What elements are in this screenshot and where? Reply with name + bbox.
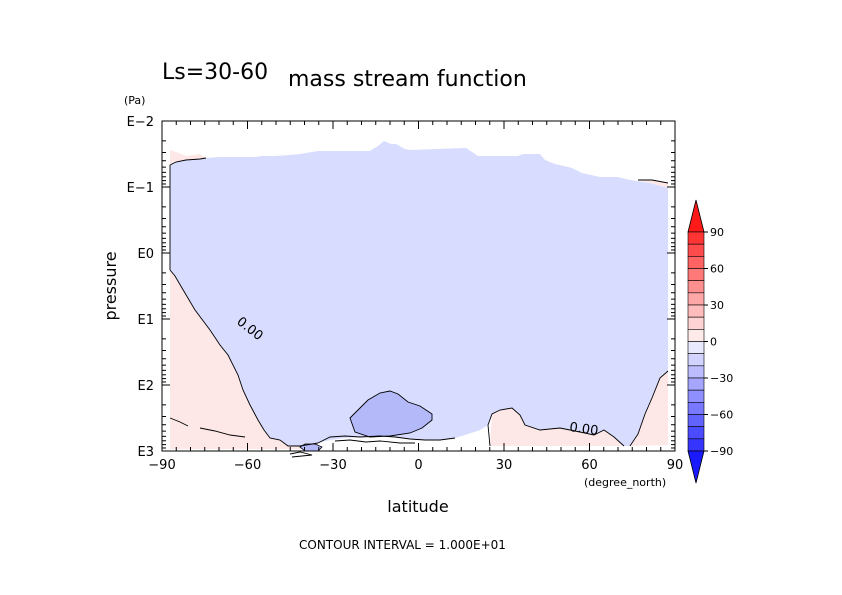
colorbar-bin <box>687 402 705 415</box>
colorbar-bin <box>687 256 705 269</box>
colorbar-bin <box>687 231 705 245</box>
colorbar-bin <box>687 389 705 403</box>
x-axis-title: latitude <box>387 497 448 516</box>
x-tick-label: −60 <box>234 458 261 473</box>
zero-contour-right <box>629 370 669 447</box>
zero-contour-midright <box>487 407 625 447</box>
colorbar <box>687 199 705 484</box>
colorbar-tick-labels: 90 60 30 0 −30 −60 −90 <box>704 226 733 458</box>
colorbar-bin <box>687 329 705 342</box>
colorbar-max-triangle <box>687 199 705 233</box>
plot-area: 0.00 0.00 <box>161 120 676 458</box>
colorbar-tick-label: −60 <box>710 409 733 422</box>
zero-contour-bottom-squiggles <box>169 417 456 458</box>
colorbar-bin <box>687 268 705 281</box>
contour-interval-note: CONTOUR INTERVAL = 1.000E+01 <box>299 538 506 552</box>
colorbar-bin <box>687 280 705 294</box>
x-unit: (degree_north) <box>584 476 666 489</box>
colorbar-bin <box>687 304 705 318</box>
positive-region-right <box>630 371 668 446</box>
x-tick-label: −90 <box>148 458 175 473</box>
colorbar-bin <box>687 377 705 391</box>
colorbar-bin <box>687 292 705 306</box>
positive-region-left <box>170 270 318 449</box>
negative-stream-region <box>170 141 668 446</box>
zero-contour-left <box>169 269 319 447</box>
y-axis-ticks <box>162 120 675 452</box>
colorbar-min-triangle <box>687 450 705 484</box>
x-axis-tick-labels: −90 −60 −30 0 30 60 90 <box>148 458 683 473</box>
colorbar-bin <box>687 243 705 257</box>
colorbar-tick-label: −90 <box>710 445 733 458</box>
x-axis-ticks <box>161 121 676 451</box>
colorbar-bin <box>687 353 705 367</box>
colorbar-tick-label: 0 <box>710 336 717 349</box>
y-unit: (Pa) <box>124 94 145 107</box>
contour-label-right: 0.00 <box>568 420 599 439</box>
colorbar-tick-label: 60 <box>710 263 724 276</box>
y-tick-label: E1 <box>138 313 155 328</box>
colorbar-bin <box>687 365 705 379</box>
y-axis-title: pressure <box>101 251 120 320</box>
x-tick-label: 60 <box>581 458 598 473</box>
y-tick-label: E0 <box>138 247 155 262</box>
x-tick-label: −30 <box>319 458 346 473</box>
colorbar-bin <box>687 341 705 354</box>
zero-contour-topright <box>638 179 669 184</box>
x-tick-label: 0 <box>414 458 422 473</box>
positive-region-midright <box>490 408 624 446</box>
x-tick-label: 90 <box>667 458 684 473</box>
colorbar-tick-label: −30 <box>710 372 733 385</box>
colorbar-bin <box>687 426 705 440</box>
y-tick-label: E−1 <box>127 181 154 196</box>
y-tick-label: E2 <box>138 379 155 394</box>
strong-negative-cell <box>349 390 433 438</box>
colorbar-bin <box>687 316 705 330</box>
y-axis-tick-labels: E−2 E−1 E0 E1 E2 E3 <box>127 115 154 460</box>
y-tick-label: E3 <box>138 445 155 460</box>
chart-title-prefix: Ls=30-60 <box>162 60 268 85</box>
colorbar-bin <box>687 414 705 427</box>
colorbar-tick-label: 30 <box>710 299 724 312</box>
y-tick-label: E−2 <box>127 115 154 130</box>
colorbar-bin <box>687 438 705 452</box>
colorbar-tick-label: 90 <box>710 226 724 239</box>
chart-title-main: mass stream function <box>288 67 527 92</box>
x-tick-label: 30 <box>496 458 513 473</box>
